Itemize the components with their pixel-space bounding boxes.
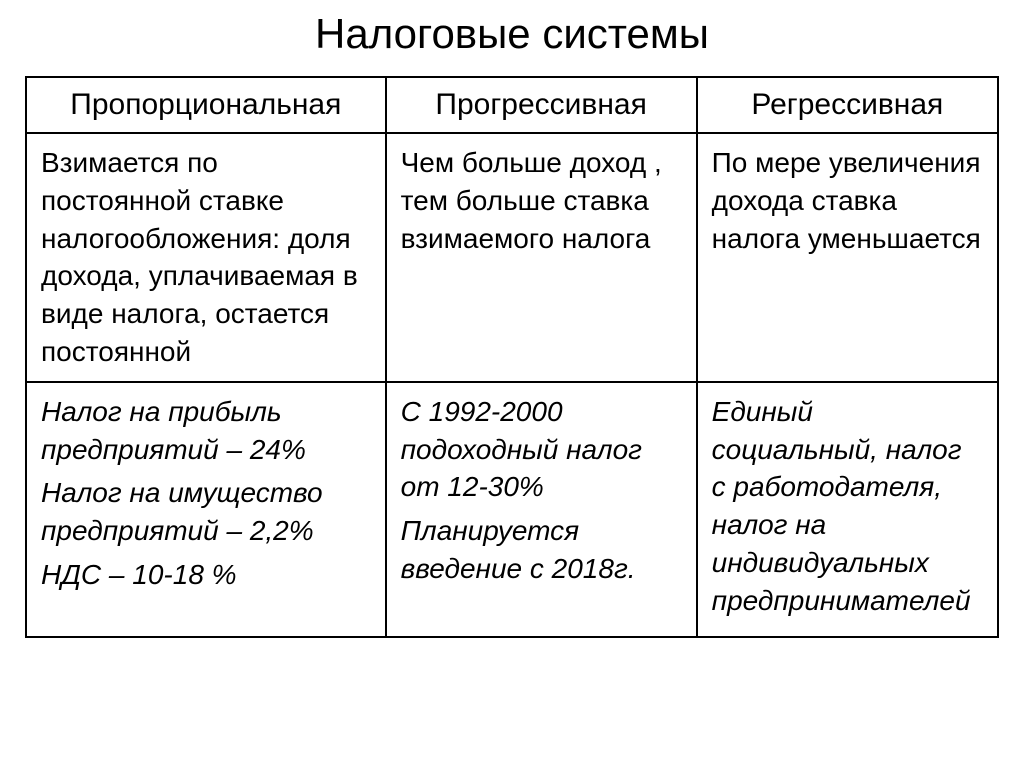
cell-examples-progressive: С 1992-2000 подоходный налог от 12-30% П… xyxy=(386,382,697,637)
example-line: Налог на имущество предприятий – 2,2% xyxy=(41,474,371,550)
tax-systems-table: Пропорциональная Прогрессивная Регрессив… xyxy=(25,76,999,638)
example-line: Единый социальный, налог с работодателя,… xyxy=(712,393,983,620)
example-line: С 1992-2000 подоходный налог от 12-30% xyxy=(401,393,682,506)
table-row-examples: Налог на прибыль предприятий – 24% Налог… xyxy=(26,382,998,637)
column-header-proportional: Пропорциональная xyxy=(26,77,386,133)
example-line: Налог на прибыль предприятий – 24% xyxy=(41,393,371,469)
cell-examples-proportional: Налог на прибыль предприятий – 24% Налог… xyxy=(26,382,386,637)
example-line: НДС – 10-18 % xyxy=(41,556,371,594)
column-header-regressive: Регрессивная xyxy=(697,77,998,133)
cell-description-progressive: Чем больше доход , тем больше ставка взи… xyxy=(386,133,697,382)
column-header-progressive: Прогрессивная xyxy=(386,77,697,133)
example-line: Планируется введение с 2018г. xyxy=(401,512,682,588)
page-title: Налоговые системы xyxy=(25,10,999,58)
table-header-row: Пропорциональная Прогрессивная Регрессив… xyxy=(26,77,998,133)
table-row-description: Взимается по постоянной ставке налогообл… xyxy=(26,133,998,382)
cell-description-proportional: Взимается по постоянной ставке налогообл… xyxy=(26,133,386,382)
cell-description-regressive: По мере увеличения дохода ставка налога … xyxy=(697,133,998,382)
cell-examples-regressive: Единый социальный, налог с работодателя,… xyxy=(697,382,998,637)
